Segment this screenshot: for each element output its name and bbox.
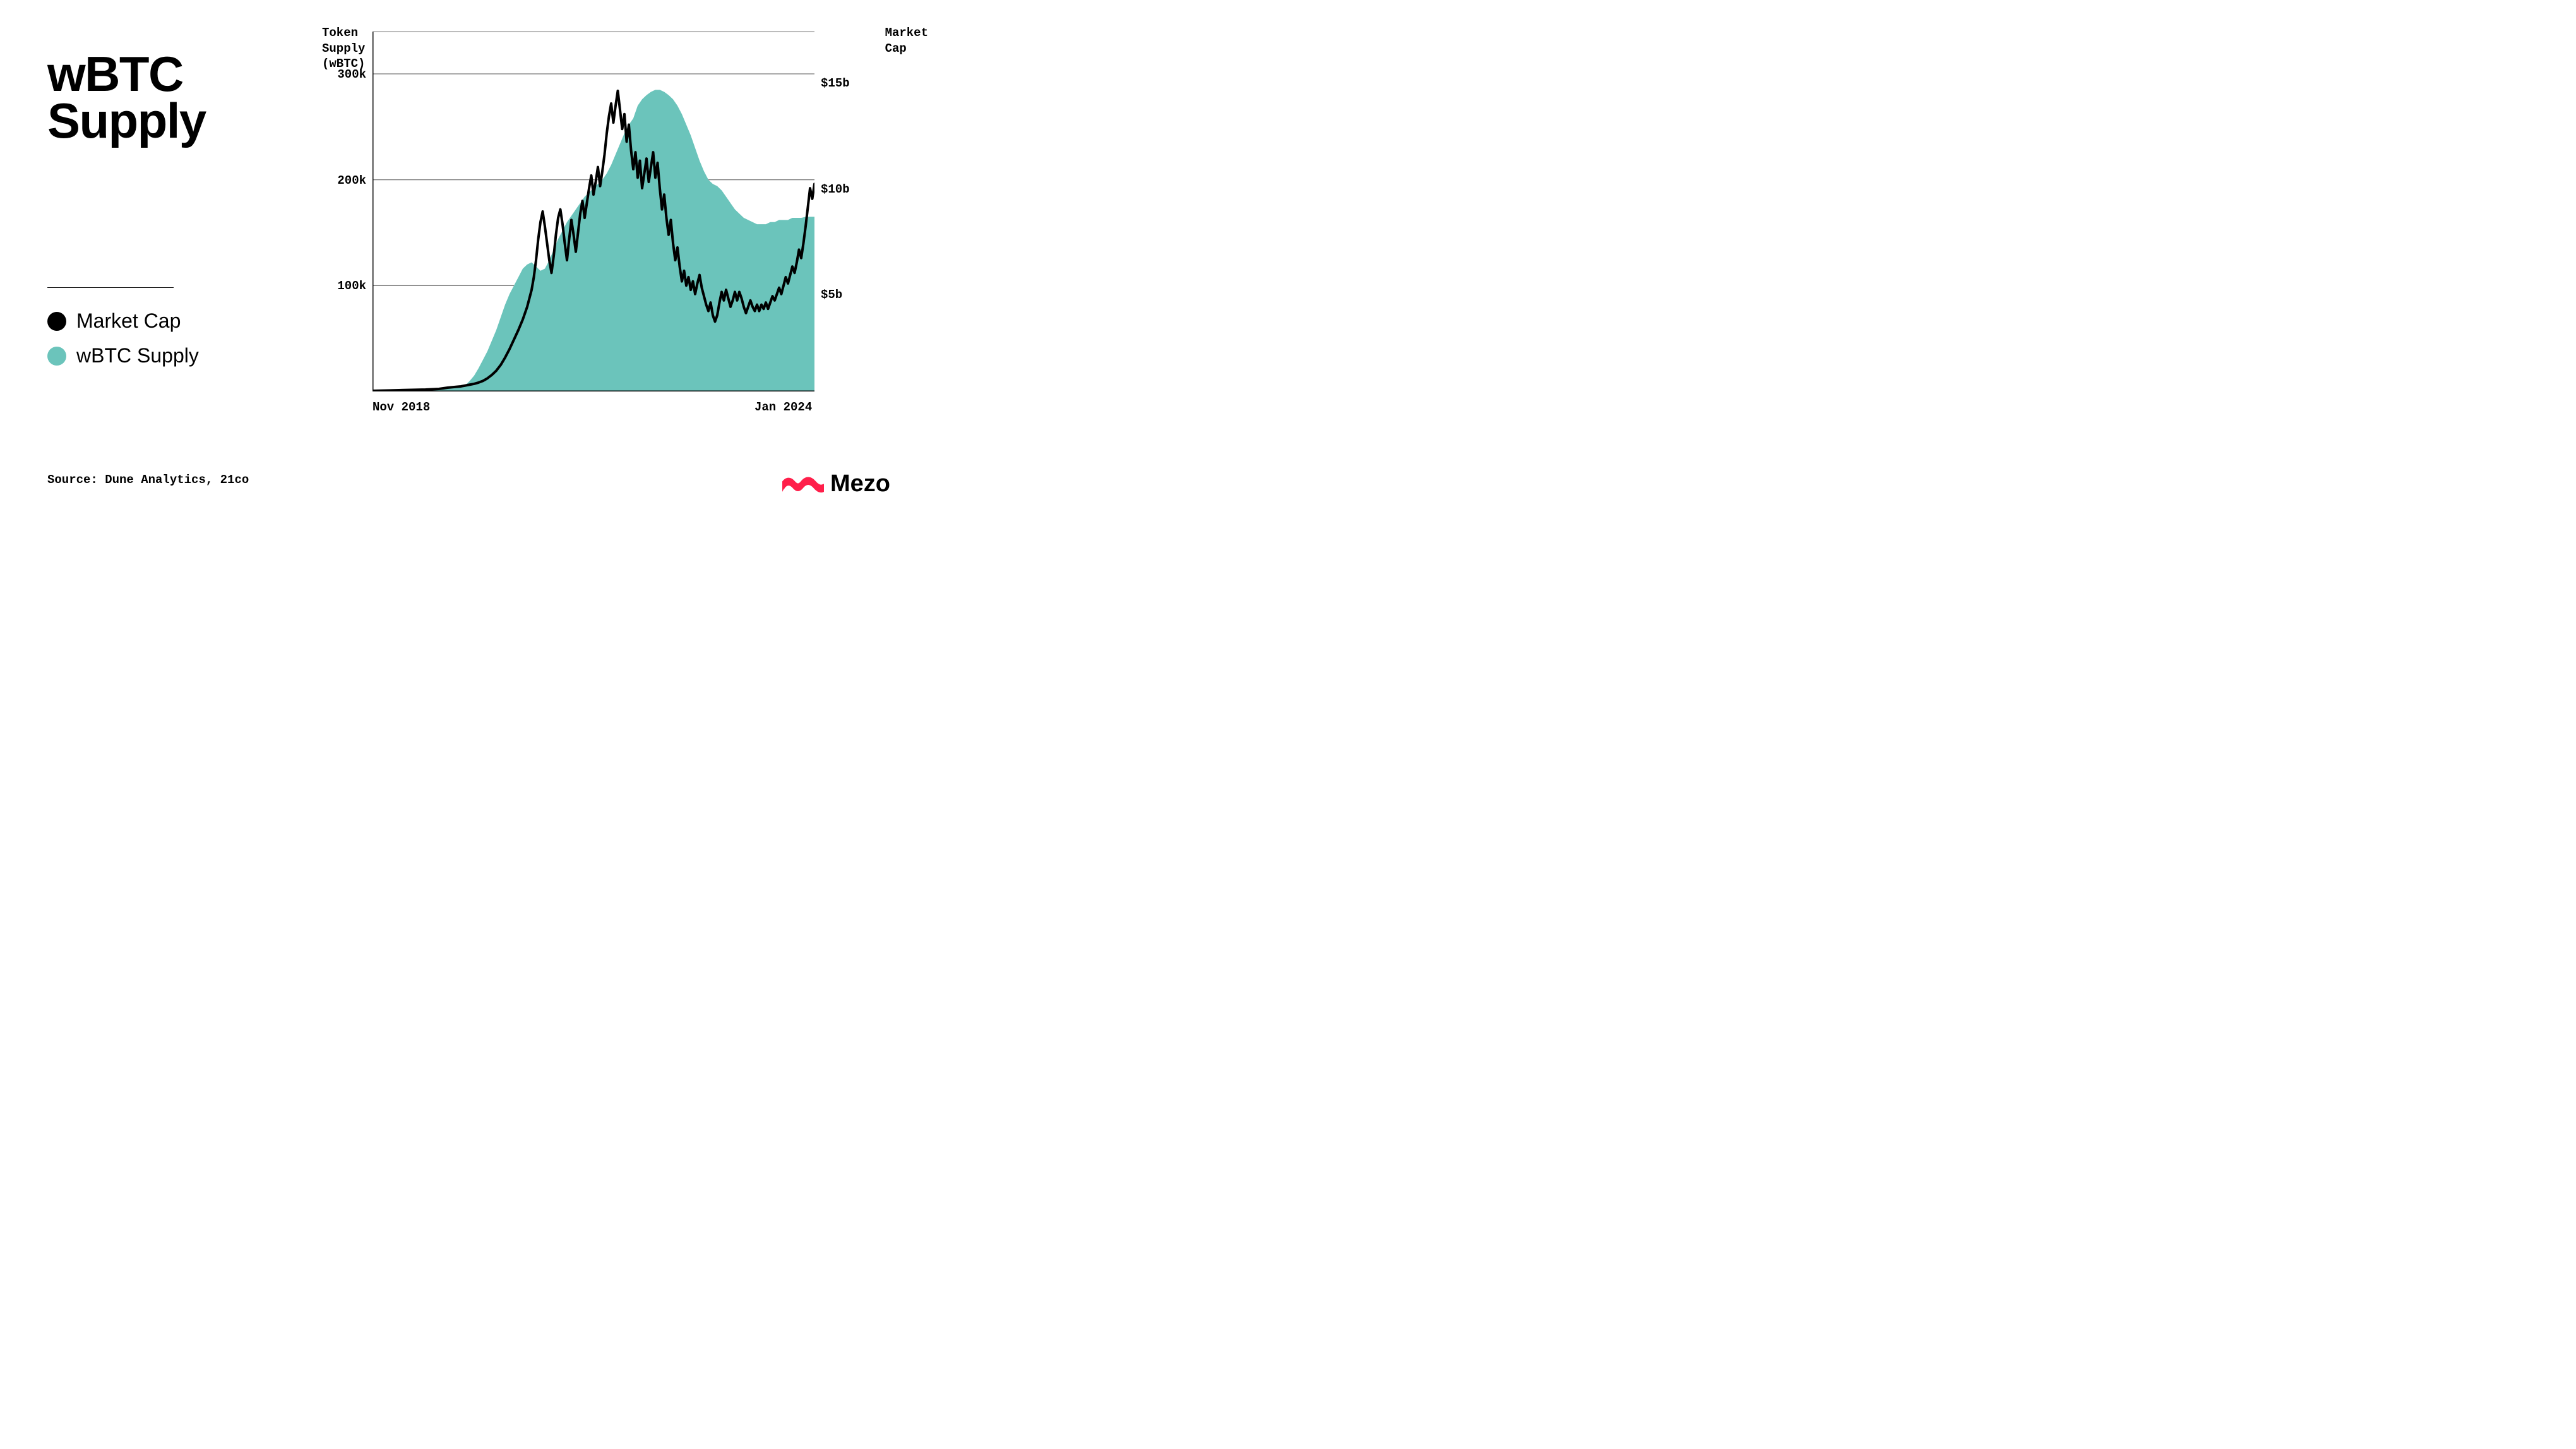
y-right-axis-title: Market Cap [885, 25, 928, 56]
wave-icon [782, 475, 824, 493]
chart: Token Supply (wBTC) Market Cap 100k200k3… [322, 25, 890, 417]
source-attribution: Source: Dune Analytics, 21co [47, 473, 249, 487]
tick-label: $5b [821, 288, 842, 302]
x-tick-label: Nov 2018 [373, 400, 430, 414]
y-left-axis-title: Token Supply (wBTC) [322, 25, 365, 72]
legend-label-wbtc-supply: wBTC Supply [76, 344, 199, 367]
page: wBTC Supply Market Cap wBTC Supply Sourc… [0, 0, 928, 522]
legend-item-wbtc-supply: wBTC Supply [47, 344, 199, 367]
title-line-1: wBTC [47, 51, 206, 97]
tick-label: $15b [821, 76, 850, 90]
x-tick-label: Jan 2024 [754, 400, 812, 414]
plot-area [373, 32, 814, 391]
page-title: wBTC Supply [47, 51, 206, 144]
tick-label: $10b [821, 182, 850, 196]
legend: Market Cap wBTC Supply [47, 309, 199, 379]
tick-label: 300k [322, 68, 366, 81]
swatch-wbtc-supply [47, 347, 66, 366]
tick-label: 100k [322, 279, 366, 293]
title-line-2: Supply [47, 97, 206, 144]
brand-logo: Mezo [782, 470, 890, 498]
tick-label: 200k [322, 174, 366, 188]
legend-divider [47, 287, 174, 288]
brand-name: Mezo [830, 470, 890, 498]
legend-item-market-cap: Market Cap [47, 309, 199, 333]
swatch-market-cap [47, 312, 66, 331]
legend-label-market-cap: Market Cap [76, 309, 181, 333]
